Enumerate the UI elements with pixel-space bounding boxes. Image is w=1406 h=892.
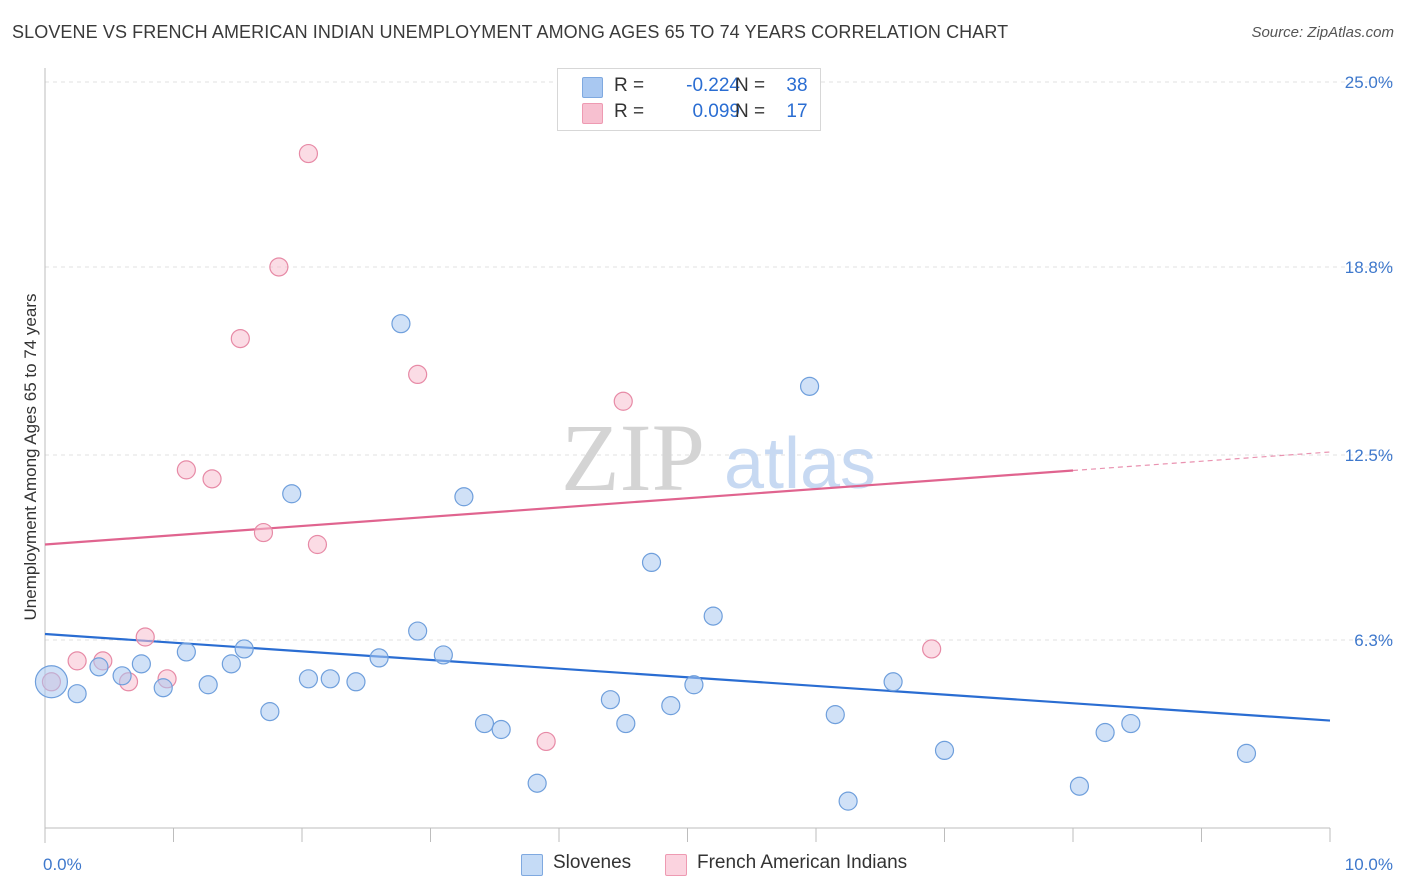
slovenes-point xyxy=(616,713,636,734)
french-american-indians-point xyxy=(230,328,250,349)
legend-n-label: N = xyxy=(735,75,766,96)
correlation-legend: R = -0.224 N = 38 R = 0.099 N = 17 xyxy=(557,68,821,131)
slovenes-point xyxy=(527,773,547,793)
slovenes-point xyxy=(260,702,280,722)
slovenes-point xyxy=(391,314,411,334)
x-tick-label: 10.0% xyxy=(1345,855,1393,874)
series-swatch-pink xyxy=(665,854,687,876)
french-american-indians-point xyxy=(408,364,428,385)
slovenes-point xyxy=(600,690,621,710)
watermark-zip: ZIP xyxy=(561,404,705,511)
y-tick-label: 6.3% xyxy=(1354,631,1393,650)
slovenes-point xyxy=(661,696,681,716)
x-tick-label: 0.0% xyxy=(43,855,82,874)
series-swatch-blue xyxy=(521,854,543,876)
slovenes-point xyxy=(89,657,109,677)
data-points xyxy=(34,143,1257,811)
slovenes-point xyxy=(369,648,389,668)
slovenes-point xyxy=(67,684,87,704)
slovenes-point xyxy=(298,669,319,689)
legend-n-label: N = xyxy=(735,101,766,122)
y-tick-label: 12.5% xyxy=(1345,446,1393,465)
series-label: Slovenes xyxy=(553,852,632,873)
legend-n-value: 38 xyxy=(786,75,808,96)
source-label: Source: ZipAtlas.com xyxy=(1251,24,1394,41)
legend-swatch-pink xyxy=(582,103,603,124)
slovenes-point xyxy=(1069,776,1090,796)
slovenes-point xyxy=(825,705,845,725)
y-tick-label: 18.8% xyxy=(1345,258,1393,277)
trend-line-french-american-indians xyxy=(44,469,1074,546)
french-american-indians-point xyxy=(922,639,942,659)
french-american-indians-point xyxy=(176,460,196,480)
slovenes-point xyxy=(934,740,955,761)
slovenes-point xyxy=(641,552,662,573)
slovenes-point xyxy=(408,621,428,641)
slovenes-point xyxy=(703,606,723,626)
slovenes-point xyxy=(1236,743,1257,763)
axes xyxy=(44,68,1331,843)
legend-r-value: 0.099 xyxy=(692,101,740,122)
slovenes-point xyxy=(282,484,302,504)
french-american-indians-point xyxy=(67,651,87,671)
slovenes-point xyxy=(1121,713,1141,734)
slovenes-point xyxy=(34,665,69,699)
legend-r-label: R = xyxy=(614,101,645,122)
slovenes-point xyxy=(346,672,366,692)
french-american-indians-point xyxy=(135,627,155,647)
legend-r-label: R = xyxy=(614,75,645,96)
slovenes-point xyxy=(234,639,254,659)
french-american-indians-point xyxy=(253,522,274,543)
slovenes-point xyxy=(883,672,903,692)
grid-lines xyxy=(45,81,1393,641)
y-tick-label: 25.0% xyxy=(1345,73,1393,92)
slovenes-point xyxy=(799,376,820,396)
slovenes-point xyxy=(320,669,340,689)
slovenes-point xyxy=(454,487,474,507)
y-axis-title: Unemployment Among Ages 65 to 74 years xyxy=(21,293,40,621)
series-label: French American Indians xyxy=(697,852,908,873)
watermark-atlas: atlas xyxy=(724,424,876,504)
slovenes-point xyxy=(491,719,511,740)
slovenes-point xyxy=(1095,722,1115,743)
french-american-indians-point xyxy=(307,534,328,555)
legend-n-value: 17 xyxy=(786,101,808,122)
french-american-indians-point xyxy=(298,143,319,164)
chart-title: SLOVENE VS FRENCH AMERICAN INDIAN UNEMPL… xyxy=(12,22,1009,42)
slovenes-point xyxy=(153,678,173,698)
french-american-indians-point xyxy=(202,469,222,489)
french-american-indians-point xyxy=(536,731,556,752)
tick-labels: 6.3% 12.5% 18.8% 25.0% 0.0% 10.0% xyxy=(43,73,1393,874)
series-legend: Slovenes French American Indians xyxy=(0,852,1406,878)
french-american-indians-point xyxy=(269,257,289,277)
slovenes-point xyxy=(838,791,858,811)
slovenes-point xyxy=(198,675,218,695)
trend-lines xyxy=(44,451,1331,722)
slovenes-point xyxy=(131,654,151,674)
french-american-indians-point xyxy=(613,391,633,411)
slovenes-point xyxy=(176,642,196,662)
legend-swatch-blue xyxy=(582,77,603,98)
trend-line-extension xyxy=(1072,451,1331,472)
slovenes-point xyxy=(221,654,241,674)
slovenes-point xyxy=(112,666,132,686)
trend-line-slovenes xyxy=(44,632,1331,722)
slovenes-point xyxy=(433,645,453,665)
legend-r-value: -0.224 xyxy=(686,75,740,96)
slovenes-point xyxy=(474,713,495,734)
slovenes-point xyxy=(684,675,704,695)
